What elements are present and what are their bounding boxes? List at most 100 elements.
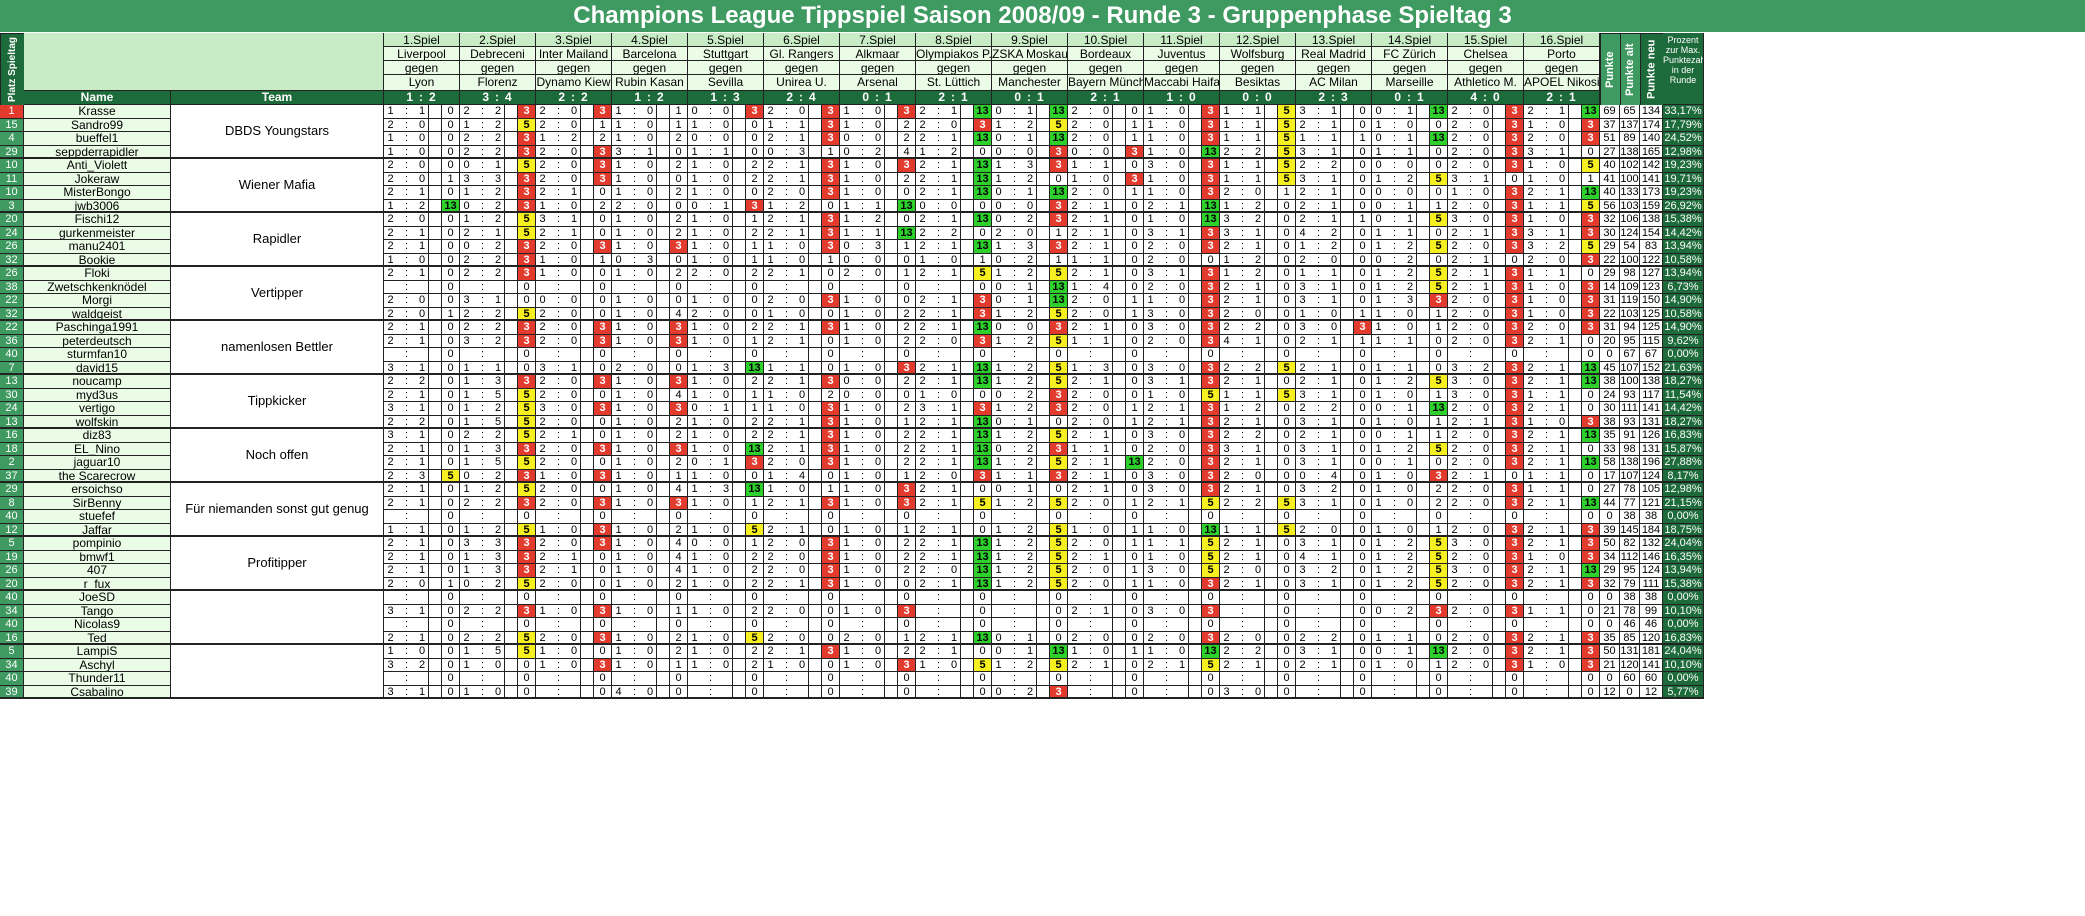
tip-home [764,685,777,699]
tip-gap [1493,469,1506,483]
tip-away: 1 [796,496,809,510]
tip-points: 3 [1506,118,1524,132]
tip-sep: : [625,631,644,645]
tip-gap [657,159,670,173]
tip-sep: : [625,577,644,591]
tip-away: 0 [644,226,657,240]
tip-away: 0 [1176,483,1189,497]
tip-away: 0 [644,105,657,119]
tip-home: 2 [1296,253,1309,267]
tip-points: 0 [974,145,992,159]
tip-points: 0 [594,294,612,308]
player-name: stuefef [24,510,171,524]
tip-home: 1 [1144,186,1157,200]
tip-home [1296,672,1309,686]
tip-gap [733,402,746,416]
tip-points: 0 [1278,604,1296,618]
tip-gap [1341,402,1354,416]
tip-away: 1 [492,226,505,240]
tip-home: 2 [1068,199,1081,213]
tip-home: 2 [460,429,473,443]
tip-home: 2 [384,496,397,510]
tip-points: 5 [746,631,764,645]
tip-gap [1037,334,1050,348]
game-label-6: 6.Spiel [764,33,840,47]
tip-gap [1037,429,1050,443]
tip-sep: : [1233,429,1252,443]
tip-away [644,280,657,294]
tip-points: 0 [1430,631,1448,645]
tip-away: 0 [1100,145,1113,159]
tip-away: 0 [720,267,733,281]
tip-gap [1493,199,1506,213]
tip-sep: : [625,618,644,632]
tip-gap [657,496,670,510]
tip-home: 1 [1144,213,1157,227]
tip-points: 0 [1354,240,1372,254]
tip-sep: : [549,294,568,308]
tip-sep: : [1157,307,1176,321]
tip-away: 1 [796,321,809,335]
tip-points: 0 [518,685,536,699]
tip-sep: : [397,550,416,564]
tip-home: 3 [1144,307,1157,321]
tip-away: 0 [796,253,809,267]
player-points-new: 115 [1640,334,1663,348]
tip-sep: : [1537,186,1556,200]
tip-home: 0 [612,253,625,267]
tip-sep: : [1081,105,1100,119]
tip-gap [1493,537,1506,551]
tip-points: 1 [898,631,916,645]
tip-home: 2 [992,226,1005,240]
tip-gap [657,253,670,267]
tip-gap [505,496,518,510]
player-name: Sandro99 [24,118,171,132]
tip-away: 0 [872,321,885,335]
tip-gap [1569,415,1582,429]
tip-sep: : [1461,226,1480,240]
tip-points: 5 [1278,132,1296,146]
tip-home: 1 [1220,267,1233,281]
tip-home: 2 [384,564,397,578]
tip-away [1252,604,1265,618]
tip-home: 0 [1372,604,1385,618]
tip-away: 0 [416,645,429,659]
tip-gap [657,523,670,537]
player-percent: 21,63% [1663,361,1704,375]
tip-home [992,348,1005,362]
tip-gap [1189,523,1202,537]
tip-away: 1 [1556,537,1569,551]
tip-sep: : [1309,658,1328,672]
tip-gap [429,199,442,213]
tip-home: 2 [1448,577,1461,591]
tip-sep: : [1537,537,1556,551]
tip-points: 0 [974,604,992,618]
tip-points: 0 [1278,685,1296,699]
game-gegen-5: gegen [688,61,764,75]
tip-away: 0 [1176,159,1189,173]
tip-gap [1189,631,1202,645]
tip-points: 5 [1050,375,1068,389]
player-name: jwb3006 [24,199,171,213]
tip-home: 3 [1220,226,1233,240]
tip-points: 1 [898,415,916,429]
player-rank: 16 [0,631,24,645]
tip-away: 2 [1404,564,1417,578]
tip-away: 3 [492,564,505,578]
tip-home: 2 [384,307,397,321]
tip-sep: : [1461,199,1480,213]
tip-points: 0 [442,483,460,497]
tip-away: 1 [1404,334,1417,348]
tip-home: 2 [916,118,929,132]
tip-points: 1 [670,105,688,119]
tip-gap [1417,402,1430,416]
tip-home: 1 [1220,105,1233,119]
tip-points: 0 [1354,280,1372,294]
tip-home: 2 [916,213,929,227]
tip-home: 1 [612,159,625,173]
tip-gap [1189,496,1202,510]
tip-home: 1 [1296,240,1309,254]
tip-away: 0 [492,658,505,672]
player-points-new: 111 [1640,577,1663,591]
tip-home: 2 [1220,307,1233,321]
